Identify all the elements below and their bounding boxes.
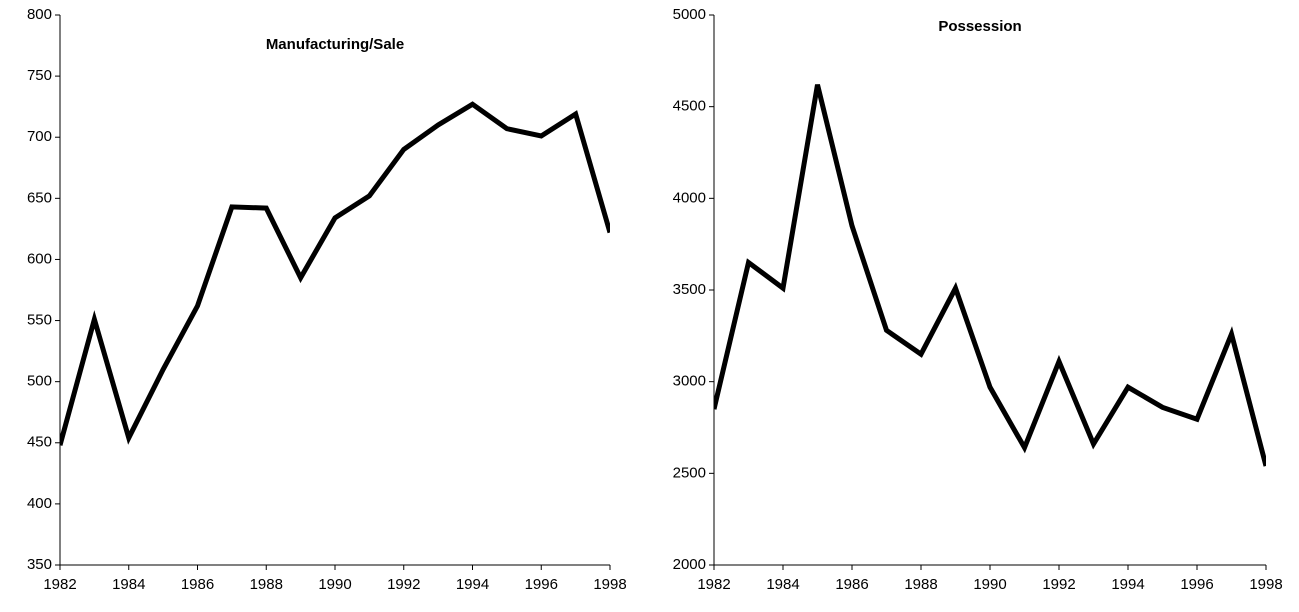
data-line: [60, 101, 610, 446]
y-tick-label: 2500: [673, 464, 706, 481]
x-tick-label: 1996: [1180, 576, 1213, 593]
x-tick-label: 1994: [456, 576, 489, 593]
x-tick-label: 1994: [1111, 576, 1144, 593]
x-tick-label: 1982: [43, 576, 76, 593]
y-tick-label: 550: [27, 312, 52, 329]
x-tick-label: 1984: [766, 576, 799, 593]
y-tick-label: 400: [27, 495, 52, 512]
x-tick-label: 1986: [181, 576, 214, 593]
y-tick-label: 3000: [673, 373, 706, 390]
x-tick-label: 1986: [835, 576, 868, 593]
x-tick-label: 1998: [1249, 576, 1282, 593]
y-tick-label: 650: [27, 189, 52, 206]
x-tick-label: 1998: [593, 576, 626, 593]
x-tick-label: 1988: [904, 576, 937, 593]
y-tick-label: 2000: [673, 556, 706, 573]
y-tick-label: 500: [27, 373, 52, 390]
x-tick-label: 1996: [525, 576, 558, 593]
x-tick-label: 1990: [973, 576, 1006, 593]
y-tick-label: 700: [27, 128, 52, 145]
chart-title: Manufacturing/Sale: [266, 36, 404, 53]
y-tick-label: 350: [27, 556, 52, 573]
data-line: [714, 84, 1266, 467]
y-tick-label: 750: [27, 67, 52, 84]
y-tick-label: 5000: [673, 6, 706, 23]
y-tick-label: 4000: [673, 189, 706, 206]
y-tick-label: 3500: [673, 281, 706, 298]
x-tick-label: 1992: [387, 576, 420, 593]
y-tick-label: 4500: [673, 98, 706, 115]
x-tick-label: 1982: [697, 576, 730, 593]
y-tick-label: 800: [27, 6, 52, 23]
chart-title: Possession: [938, 18, 1021, 35]
y-tick-label: 600: [27, 250, 52, 267]
x-tick-label: 1988: [250, 576, 283, 593]
x-tick-label: 1990: [318, 576, 351, 593]
x-tick-label: 1984: [112, 576, 145, 593]
y-tick-label: 450: [27, 434, 52, 451]
x-tick-label: 1992: [1042, 576, 1075, 593]
